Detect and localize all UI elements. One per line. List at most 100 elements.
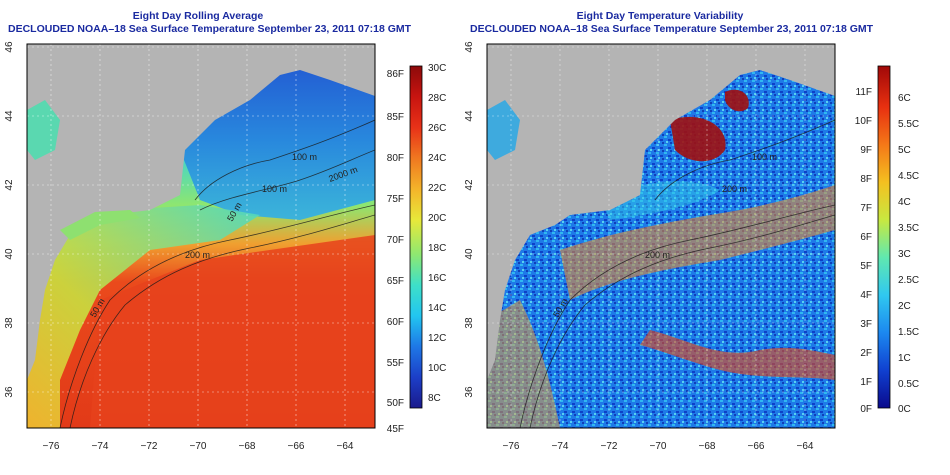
colorbar-label: 4F <box>860 290 872 301</box>
left-y-tick: 44 <box>4 110 15 122</box>
right-colorbar <box>877 65 891 409</box>
left-land <box>27 44 375 380</box>
left-y-tick: 42 <box>4 179 15 191</box>
colorbar-label: 2.5C <box>898 275 919 286</box>
colorbar-label: 10C <box>428 363 446 374</box>
right-title-line2: DECLOUDED NOAA–18 Sea Surface Temperatur… <box>470 23 874 35</box>
right-y-axis: 46 44 42 40 38 36 <box>464 41 475 398</box>
colorbar-label: 50F <box>387 398 404 409</box>
colorbar-label: 4.5C <box>898 171 919 182</box>
colorbar-label: 30C <box>428 63 446 74</box>
right-colorbar-f-labels: 11F 10F 9F 8F 7F 6F 5F 4F 3F 2F 1F 0F <box>855 87 872 415</box>
right-y-tick: 46 <box>464 41 475 53</box>
colorbar-label: 10F <box>855 116 872 127</box>
left-title: Eight Day Rolling Average DECLOUDED NOAA… <box>8 10 412 36</box>
right-x-tick: −72 <box>601 441 618 452</box>
left-title-line1: Eight Day Rolling Average <box>132 10 264 22</box>
colorbar-label: 0C <box>898 404 911 415</box>
colorbar-label: 2F <box>860 348 872 359</box>
colorbar-label: 7F <box>860 203 872 214</box>
right-contour-label-1: 100 m <box>752 152 777 162</box>
colorbar-label: 3F <box>860 319 872 330</box>
colorbar-label: 1.5C <box>898 327 919 338</box>
right-x-tick: −68 <box>699 441 716 452</box>
right-x-tick: −66 <box>748 441 765 452</box>
right-title: Eight Day Temperature Variability DECLOU… <box>470 10 874 36</box>
left-title-line2: DECLOUDED NOAA–18 Sea Surface Temperatur… <box>8 23 412 35</box>
right-frame <box>486 43 836 429</box>
left-contour-label-1: 100 m <box>292 152 317 162</box>
right-y-tick: 42 <box>464 179 475 191</box>
colorbar-label: 24C <box>428 153 446 164</box>
colorbar-label: 60F <box>387 317 404 328</box>
left-colorbar <box>409 65 423 409</box>
colorbar-label: 11F <box>856 87 873 98</box>
colorbar-label: 45F <box>387 424 404 435</box>
colorbar-label: 6C <box>898 93 911 104</box>
colorbar-label: 80F <box>387 153 404 164</box>
colorbar-label: 16C <box>428 273 446 284</box>
colorbar-label: 0.5C <box>898 379 919 390</box>
right-x-tick: −70 <box>650 441 667 452</box>
colorbar-label: 18C <box>428 243 446 254</box>
left-x-tick: −66 <box>288 441 305 452</box>
right-x-tick: −76 <box>503 441 520 452</box>
colorbar-label: 6F <box>860 232 872 243</box>
colorbar-label: 28C <box>428 93 446 104</box>
left-frame <box>26 43 376 429</box>
left-contour-label-4: 200 m <box>185 250 210 260</box>
right-x-tick: −74 <box>552 441 569 452</box>
left-x-tick: −68 <box>239 441 256 452</box>
colorbar-label: 4C <box>898 197 911 208</box>
colorbar-label: 5.5C <box>898 119 919 130</box>
colorbar-label: 3.5C <box>898 223 919 234</box>
left-x-tick: −74 <box>92 441 109 452</box>
left-x-tick: −64 <box>337 441 354 452</box>
left-x-tick: −72 <box>141 441 158 452</box>
left-y-tick: 46 <box>4 41 15 53</box>
colorbar-label: 5F <box>860 261 872 272</box>
right-y-tick: 36 <box>464 386 475 398</box>
colorbar-label: 70F <box>387 235 404 246</box>
left-y-tick: 40 <box>4 248 15 260</box>
right-x-axis: −76 −74 −72 −70 −68 −66 −64 <box>503 441 814 452</box>
colorbar-label: 26C <box>428 123 446 134</box>
colorbar-label: 9F <box>860 145 872 156</box>
right-x-tick: −64 <box>797 441 814 452</box>
colorbar-label: 12C <box>428 333 446 344</box>
colorbar-label: 8F <box>860 174 872 185</box>
left-x-tick: −76 <box>43 441 60 452</box>
left-y-axis: 46 44 42 40 38 36 <box>4 41 15 398</box>
colorbar-label: 75F <box>387 194 404 205</box>
colorbar-label: 1F <box>860 377 872 388</box>
left-map: 100 m 100 m 50 m 200 m 2000 m 50 m <box>27 44 375 428</box>
colorbar-label: 1C <box>898 353 911 364</box>
left-y-tick: 38 <box>4 317 15 329</box>
colorbar-label: 2C <box>898 301 911 312</box>
right-contour-label-3: 200 m <box>645 250 670 260</box>
right-y-tick: 38 <box>464 317 475 329</box>
colorbar-label: 8C <box>428 393 441 404</box>
right-land <box>487 44 835 380</box>
left-contour-label-2: 100 m <box>262 184 287 194</box>
right-title-line1: Eight Day Temperature Variability <box>576 10 744 22</box>
colorbar-label: 86F <box>387 69 404 80</box>
left-x-axis: −76 −74 −72 −70 −68 −66 −64 <box>43 441 354 452</box>
colorbar-label: 65F <box>387 276 404 287</box>
right-colorbar-c-labels: 6C 5.5C 5C 4.5C 4C 3.5C 3C 2.5C 2C 1.5C … <box>898 93 919 415</box>
left-colorbar-c-labels: 30C 28C 26C 24C 22C 20C 18C 16C 14C 12C … <box>428 63 446 404</box>
colorbar-label: 3C <box>898 249 911 260</box>
colorbar-label: 14C <box>428 303 446 314</box>
colorbar-label: 0F <box>860 404 872 415</box>
colorbar-label: 55F <box>387 358 404 369</box>
colorbar-label: 85F <box>387 112 404 123</box>
colorbar-label: 5C <box>898 145 911 156</box>
left-y-tick: 36 <box>4 386 15 398</box>
right-contour-label-2: 200 m <box>722 184 747 194</box>
colorbar-label: 20C <box>428 213 446 224</box>
left-colorbar-f-labels: 86F 85F 80F 75F 70F 65F 60F 55F 50F 45F <box>387 69 404 435</box>
colorbar-label: 22C <box>428 183 446 194</box>
left-x-tick: −70 <box>190 441 207 452</box>
right-y-tick: 40 <box>464 248 475 260</box>
